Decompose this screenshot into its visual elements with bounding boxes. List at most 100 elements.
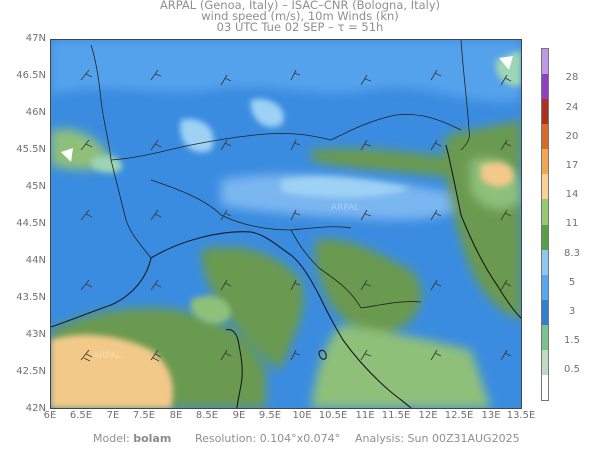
colorbar-tick: 5 <box>568 277 576 288</box>
colorbar-tick: 8.3 <box>564 248 580 259</box>
lat-label: 45N <box>25 181 46 192</box>
colorbar-segment <box>542 49 548 75</box>
wind-barb <box>220 209 232 221</box>
colorbar-segment <box>542 249 548 275</box>
tyrrhenian-coast <box>150 231 412 408</box>
lon-label: 8.5E <box>195 410 219 421</box>
header-variable: wind speed (m/s), 10m Winds (kn) <box>201 9 399 23</box>
colorbar-segment <box>542 349 548 375</box>
borders <box>90 40 470 309</box>
model-info: Model: bolam <box>93 432 171 445</box>
colorbar-segment <box>542 149 548 175</box>
wind-barb <box>360 139 372 151</box>
lat-label: 42.5N <box>16 366 46 377</box>
lat-label: 47N <box>25 33 46 44</box>
po-pale-blue <box>281 176 411 198</box>
colorbar-segment <box>542 124 548 150</box>
lat-label: 43N <box>25 329 46 340</box>
wind-barb <box>80 279 93 291</box>
colorbar-segment <box>542 199 548 225</box>
colorbar-segment <box>542 74 548 100</box>
wind-barb <box>360 349 372 361</box>
region-border <box>150 179 352 231</box>
alps-pale-blue <box>180 119 214 153</box>
watermark: ARPAL <box>93 351 121 361</box>
colorbar-tick: 24 <box>565 102 579 113</box>
region-border-2 <box>290 229 362 309</box>
wind-barb <box>290 139 301 151</box>
wind-barb <box>290 279 301 291</box>
colorbar-segment <box>542 324 548 350</box>
wind-barb <box>360 279 372 291</box>
lat-label: 43.5N <box>16 292 46 303</box>
lat-label: 44.5N <box>16 218 46 229</box>
analysis-label: Analysis: <box>355 432 405 445</box>
resolution-value: 0.104°x0.074° <box>259 432 341 445</box>
wind-barb <box>430 209 442 221</box>
wind-barb <box>290 209 301 221</box>
lon-label: 9.5E <box>258 410 282 421</box>
wind-barb <box>220 74 232 86</box>
wind-barb <box>500 349 512 361</box>
wind-barb <box>150 279 162 291</box>
colorbar-tick: 17 <box>565 160 579 171</box>
austria-border <box>330 113 462 141</box>
wind-barb <box>430 279 442 291</box>
lon-label: 10E <box>292 410 312 421</box>
wind-barb <box>360 74 372 86</box>
swiss-border <box>110 132 332 161</box>
lon-label: 11.5E <box>381 410 411 421</box>
corsica-coast <box>225 328 243 408</box>
wind-barb <box>500 279 512 291</box>
watermark: ARPAL <box>331 203 359 213</box>
colorbar-tick: 28 <box>565 72 579 83</box>
resolution-info: Resolution: 0.104°x0.074° <box>195 432 340 445</box>
wind-barb <box>220 279 232 291</box>
wind-barb <box>80 209 93 221</box>
colorbar-segment <box>542 224 548 250</box>
wind-barb <box>150 349 162 362</box>
wind-barb <box>80 139 93 151</box>
region-border-3 <box>360 301 422 309</box>
adriatic-coast <box>445 144 521 319</box>
colorbar-segment <box>542 174 548 200</box>
lat-label: 46.5N <box>16 70 46 81</box>
calm-patch <box>499 56 513 70</box>
adriatic-high-wind <box>481 162 514 187</box>
colorbar-tick: 14 <box>565 189 579 200</box>
model-value: bolam <box>133 432 172 445</box>
coastlines <box>51 144 521 408</box>
tyrrhenian-green <box>201 246 304 370</box>
corsica-high-wind <box>51 334 173 408</box>
wind-barbs <box>80 69 512 362</box>
north-alps-field <box>51 40 521 103</box>
slovenia-border <box>460 40 470 151</box>
map-svg: ARPAL ARPAL <box>51 40 521 408</box>
wind-speed-map[interactable]: ARPAL ARPAL <box>50 39 522 409</box>
wind-barb <box>80 349 93 362</box>
lat-label: 46N <box>25 107 46 118</box>
lon-label: 12.5E <box>444 410 474 421</box>
lon-label: 12E <box>418 410 438 421</box>
analysis-value: Sun 00Z31AUG2025 <box>407 432 520 445</box>
alps-pale-blue-2 <box>250 99 284 128</box>
lat-label: 45.5N <box>16 144 46 155</box>
colorbar-segment <box>542 299 548 325</box>
colorbar-tick: 20 <box>565 131 579 142</box>
header-title: ARPAL (Genoa, Italy) – ISAC–CNR (Bologna… <box>159 0 441 12</box>
colorbar-segment <box>542 274 548 300</box>
colorbar-segment <box>542 99 548 125</box>
wind-barb <box>500 209 512 221</box>
wind-barb <box>500 74 512 86</box>
wind-field <box>51 40 521 408</box>
lon-label: 9E <box>232 410 246 421</box>
calm-patch <box>61 148 73 162</box>
wind-barb <box>430 139 442 151</box>
french-coast <box>51 257 152 328</box>
analysis-info: Analysis: Sun 00Z31AUG2025 <box>355 432 520 445</box>
wind-barb <box>220 349 232 361</box>
lon-label: 13.5E <box>506 410 536 421</box>
central-italy-green <box>314 239 422 334</box>
wind-barb <box>430 69 442 81</box>
resolution-label: Resolution: <box>195 432 257 445</box>
